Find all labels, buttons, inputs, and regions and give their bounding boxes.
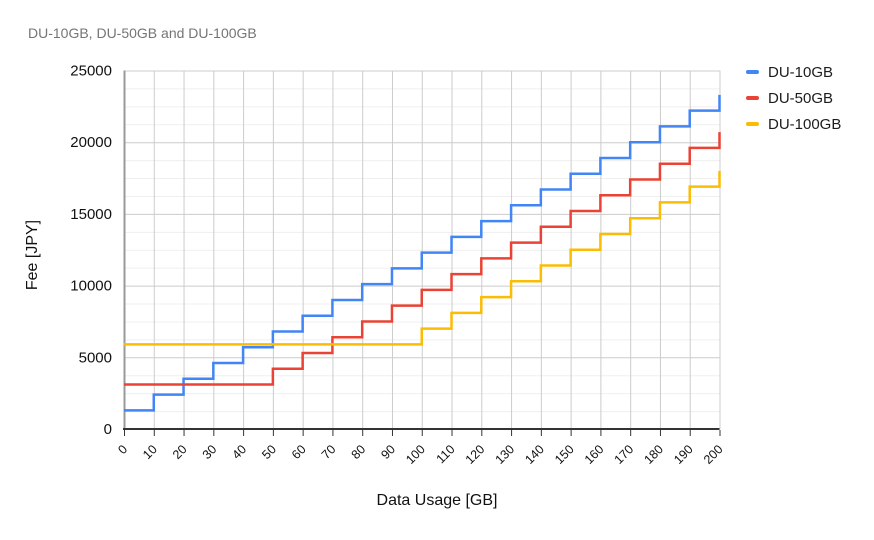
x-tick-label: 110 <box>434 442 458 466</box>
x-axis-title: Data Usage [GB] <box>376 492 498 509</box>
legend-item-du-10gb: DU-10GB <box>746 59 841 85</box>
x-tick-label: 80 <box>349 442 369 462</box>
y-tick-labels: 0 5000 10000 15000 20000 25000 <box>70 63 112 439</box>
du-10gb-swatch-icon <box>746 70 759 74</box>
series-du-50gb <box>124 132 721 386</box>
x-tick-label: 130 <box>493 442 518 467</box>
y-tick-label: 10000 <box>70 278 112 295</box>
y-axis-title: Fee [JPY] <box>24 219 41 291</box>
legend: DU-10GB DU-50GB DU-100GB <box>746 59 841 137</box>
x-tick-label: 140 <box>522 442 547 467</box>
x-tick-label: 150 <box>552 442 577 467</box>
x-tick-label: 60 <box>289 442 309 462</box>
x-tick-labels: 0 10 20 30 40 50 60 70 80 90 100 110 120 130 140 150 160… <box>115 442 725 467</box>
legend-item-du-50gb: DU-50GB <box>746 85 841 111</box>
y-tick-label: 0 <box>104 421 112 438</box>
legend-label: DU-50GB <box>768 89 834 107</box>
x-tick-label: 90 <box>378 442 398 462</box>
legend-label: DU-100GB <box>768 115 842 133</box>
y-tick-label: 5000 <box>79 349 112 366</box>
legend-label: DU-10GB <box>768 63 834 81</box>
series-du-100gb <box>124 170 721 346</box>
y-tick-label: 20000 <box>70 134 112 151</box>
x-tick-label: 40 <box>229 442 249 462</box>
x-tick-label: 20 <box>170 442 190 462</box>
du-100gb-swatch-icon <box>746 122 759 126</box>
x-tick-label: 200 <box>701 442 726 467</box>
x-tick-label: 170 <box>612 442 637 467</box>
y-tick-label: 25000 <box>70 63 112 80</box>
x-tick-label: 120 <box>463 442 488 467</box>
x-tick-label: 70 <box>319 442 339 462</box>
x-tick-label: 100 <box>403 442 428 467</box>
x-tick-label: 50 <box>259 442 279 462</box>
x-tick-label: 160 <box>582 442 607 467</box>
axes <box>123 70 721 436</box>
legend-item-du-100gb: DU-100GB <box>746 111 841 137</box>
du-50gb-swatch-icon <box>746 96 759 100</box>
x-tick-label: 10 <box>140 442 160 462</box>
chart-title: DU-10GB, DU-50GB and DU-100GB <box>28 25 257 41</box>
x-tick-label: 190 <box>671 442 696 467</box>
x-tick-label: 0 <box>115 442 130 457</box>
y-tick-label: 15000 <box>70 206 112 223</box>
x-tick-label: 30 <box>200 442 220 462</box>
series-du-10gb <box>124 94 721 412</box>
x-tick-label: 180 <box>641 442 666 467</box>
